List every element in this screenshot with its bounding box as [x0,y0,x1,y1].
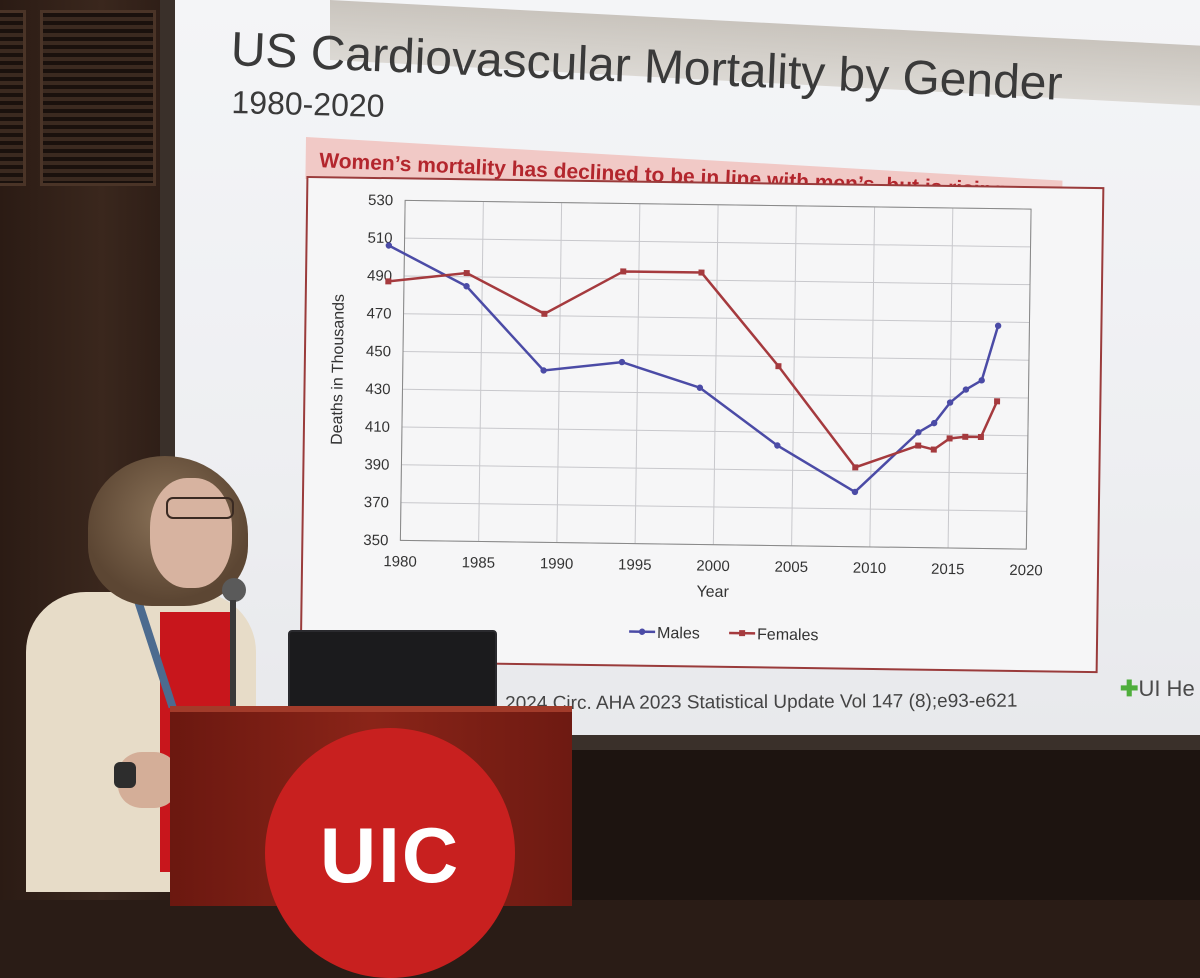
x-tick-label: 2005 [774,559,808,576]
y-tick-label: 430 [365,381,390,398]
y-tick-label: 390 [364,456,389,473]
y-tick-label: 350 [363,532,388,549]
data-point-females [994,398,1000,404]
y-tick-label: 370 [364,494,389,511]
y-tick-label: 450 [366,343,391,360]
data-point-females [962,434,968,440]
ui-health-logo: ✚UI He [1120,676,1195,702]
data-point-females [947,435,953,441]
x-axis-title: Year [696,583,729,600]
laptop [288,630,497,714]
data-point-females [978,434,984,440]
x-tick-label: 1995 [618,556,652,573]
data-point-females [541,311,547,317]
wristwatch [114,762,136,788]
data-point-females [464,270,470,276]
x-tick-label: 1990 [540,555,574,572]
uic-logo: UIC [265,728,515,978]
health-cross-icon: ✚ [1120,676,1138,701]
x-tick-label: 2015 [931,561,965,578]
x-tick-label: 1980 [383,553,417,570]
data-point-females [698,269,704,275]
microphone-stand [230,600,236,710]
data-point-females [775,363,781,369]
y-tick-label: 530 [368,192,393,209]
room-floor-right [570,750,1200,900]
data-point-females [931,447,937,453]
microphone [222,578,246,602]
data-point-females [852,464,858,470]
y-axis-title: Deaths in Thousands [329,294,348,445]
ui-health-logo-text: UI He [1138,676,1194,701]
legend-label-males: Males [657,625,700,643]
speaker-face [150,478,232,588]
data-point-females [915,443,921,449]
x-tick-label: 2000 [696,557,730,574]
slide-subtitle: 1980-2020 [231,84,385,125]
speaker-glasses [166,497,234,519]
y-tick-label: 410 [365,419,390,436]
x-tick-label: 2020 [1009,562,1043,579]
legend-marker-females [739,630,745,636]
chart-panel: Women’s mortality has declined to be in … [299,137,1106,674]
air-vent [40,10,156,186]
uic-logo-text: UIC [320,810,460,901]
data-point-females [620,268,626,274]
air-vent-edge [0,10,26,186]
data-point-females [385,278,391,284]
x-tick-label: 1985 [462,554,496,571]
x-tick-label: 2010 [853,560,887,577]
y-tick-label: 470 [366,305,391,322]
legend-label-females: Females [757,626,819,644]
